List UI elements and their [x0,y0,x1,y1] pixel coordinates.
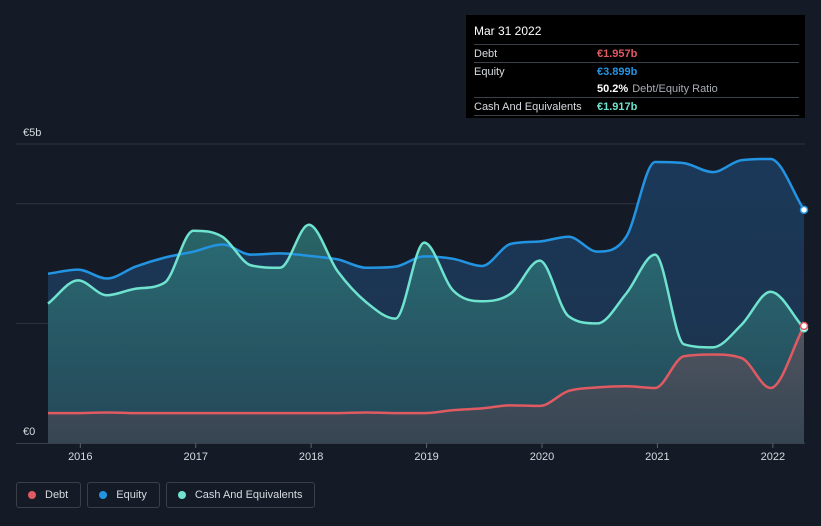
debt-dot-icon [28,491,36,499]
tooltip-debt-label: Debt [474,47,498,60]
legend-equity-label: Equity [116,489,147,501]
tooltip-debt-value: €1.957b [597,47,638,60]
legend-item-debt[interactable]: Debt [16,482,82,508]
tooltip-equity-label: Equity [474,65,505,78]
legend-cash-label: Cash And Equivalents [194,489,303,501]
equity-end-marker[interactable] [799,205,809,215]
x-tick-label: 2019 [414,451,438,463]
tooltip-cash-value: €1.917b [597,100,638,113]
end-markers [799,205,809,333]
y-tick-label: €5b [23,127,41,139]
equity-line [47,157,806,280]
tooltip-debt-row: Debt €1.957b [474,44,799,62]
tooltip-cash-label: Cash And Equivalents [474,100,582,113]
x-tick-label: 2021 [645,451,669,463]
x-tick-label: 2022 [761,451,785,463]
x-tick-label: 2020 [530,451,554,463]
y-axis-ticks: €0 €5b [23,127,41,438]
legend-debt-label: Debt [45,489,69,501]
equity-dot-icon [99,491,108,499]
tooltip-cash-row: Cash And Equivalents €1.917b [474,97,799,116]
x-tick-label: 2016 [68,451,92,463]
tooltip-equity-value: €3.899b [597,65,638,78]
data-tooltip: Mar 31 2022 Debt €1.957b Equity €3.899b … [466,15,805,118]
x-axis-ticks: 2016 2017 2018 2019 2020 2021 2022 [68,443,785,463]
tooltip-equity-row: Equity €3.899b [474,62,799,80]
tooltip-ratio-row: 50.2% Debt/Equity Ratio [474,80,799,97]
tooltip-ratio-label: Debt/Equity Ratio [632,82,718,95]
cash-dot-icon [177,491,186,499]
debt-end-marker[interactable] [799,321,809,331]
y-tick-label: €0 [23,426,35,438]
tooltip-ratio-value: 50.2% [597,82,629,95]
x-tick-label: 2017 [183,451,207,463]
series-lines [47,157,806,415]
x-tick-label: 2018 [299,451,323,463]
chart-legend: Debt Equity Cash And Equivalents [16,482,316,508]
debt-line [48,325,806,415]
legend-item-cash[interactable]: Cash And Equivalents [165,482,316,508]
cash-line [47,223,805,349]
series-areas [48,158,804,443]
legend-item-equity[interactable]: Equity [87,482,160,508]
tooltip-date: Mar 31 2022 [474,24,542,38]
